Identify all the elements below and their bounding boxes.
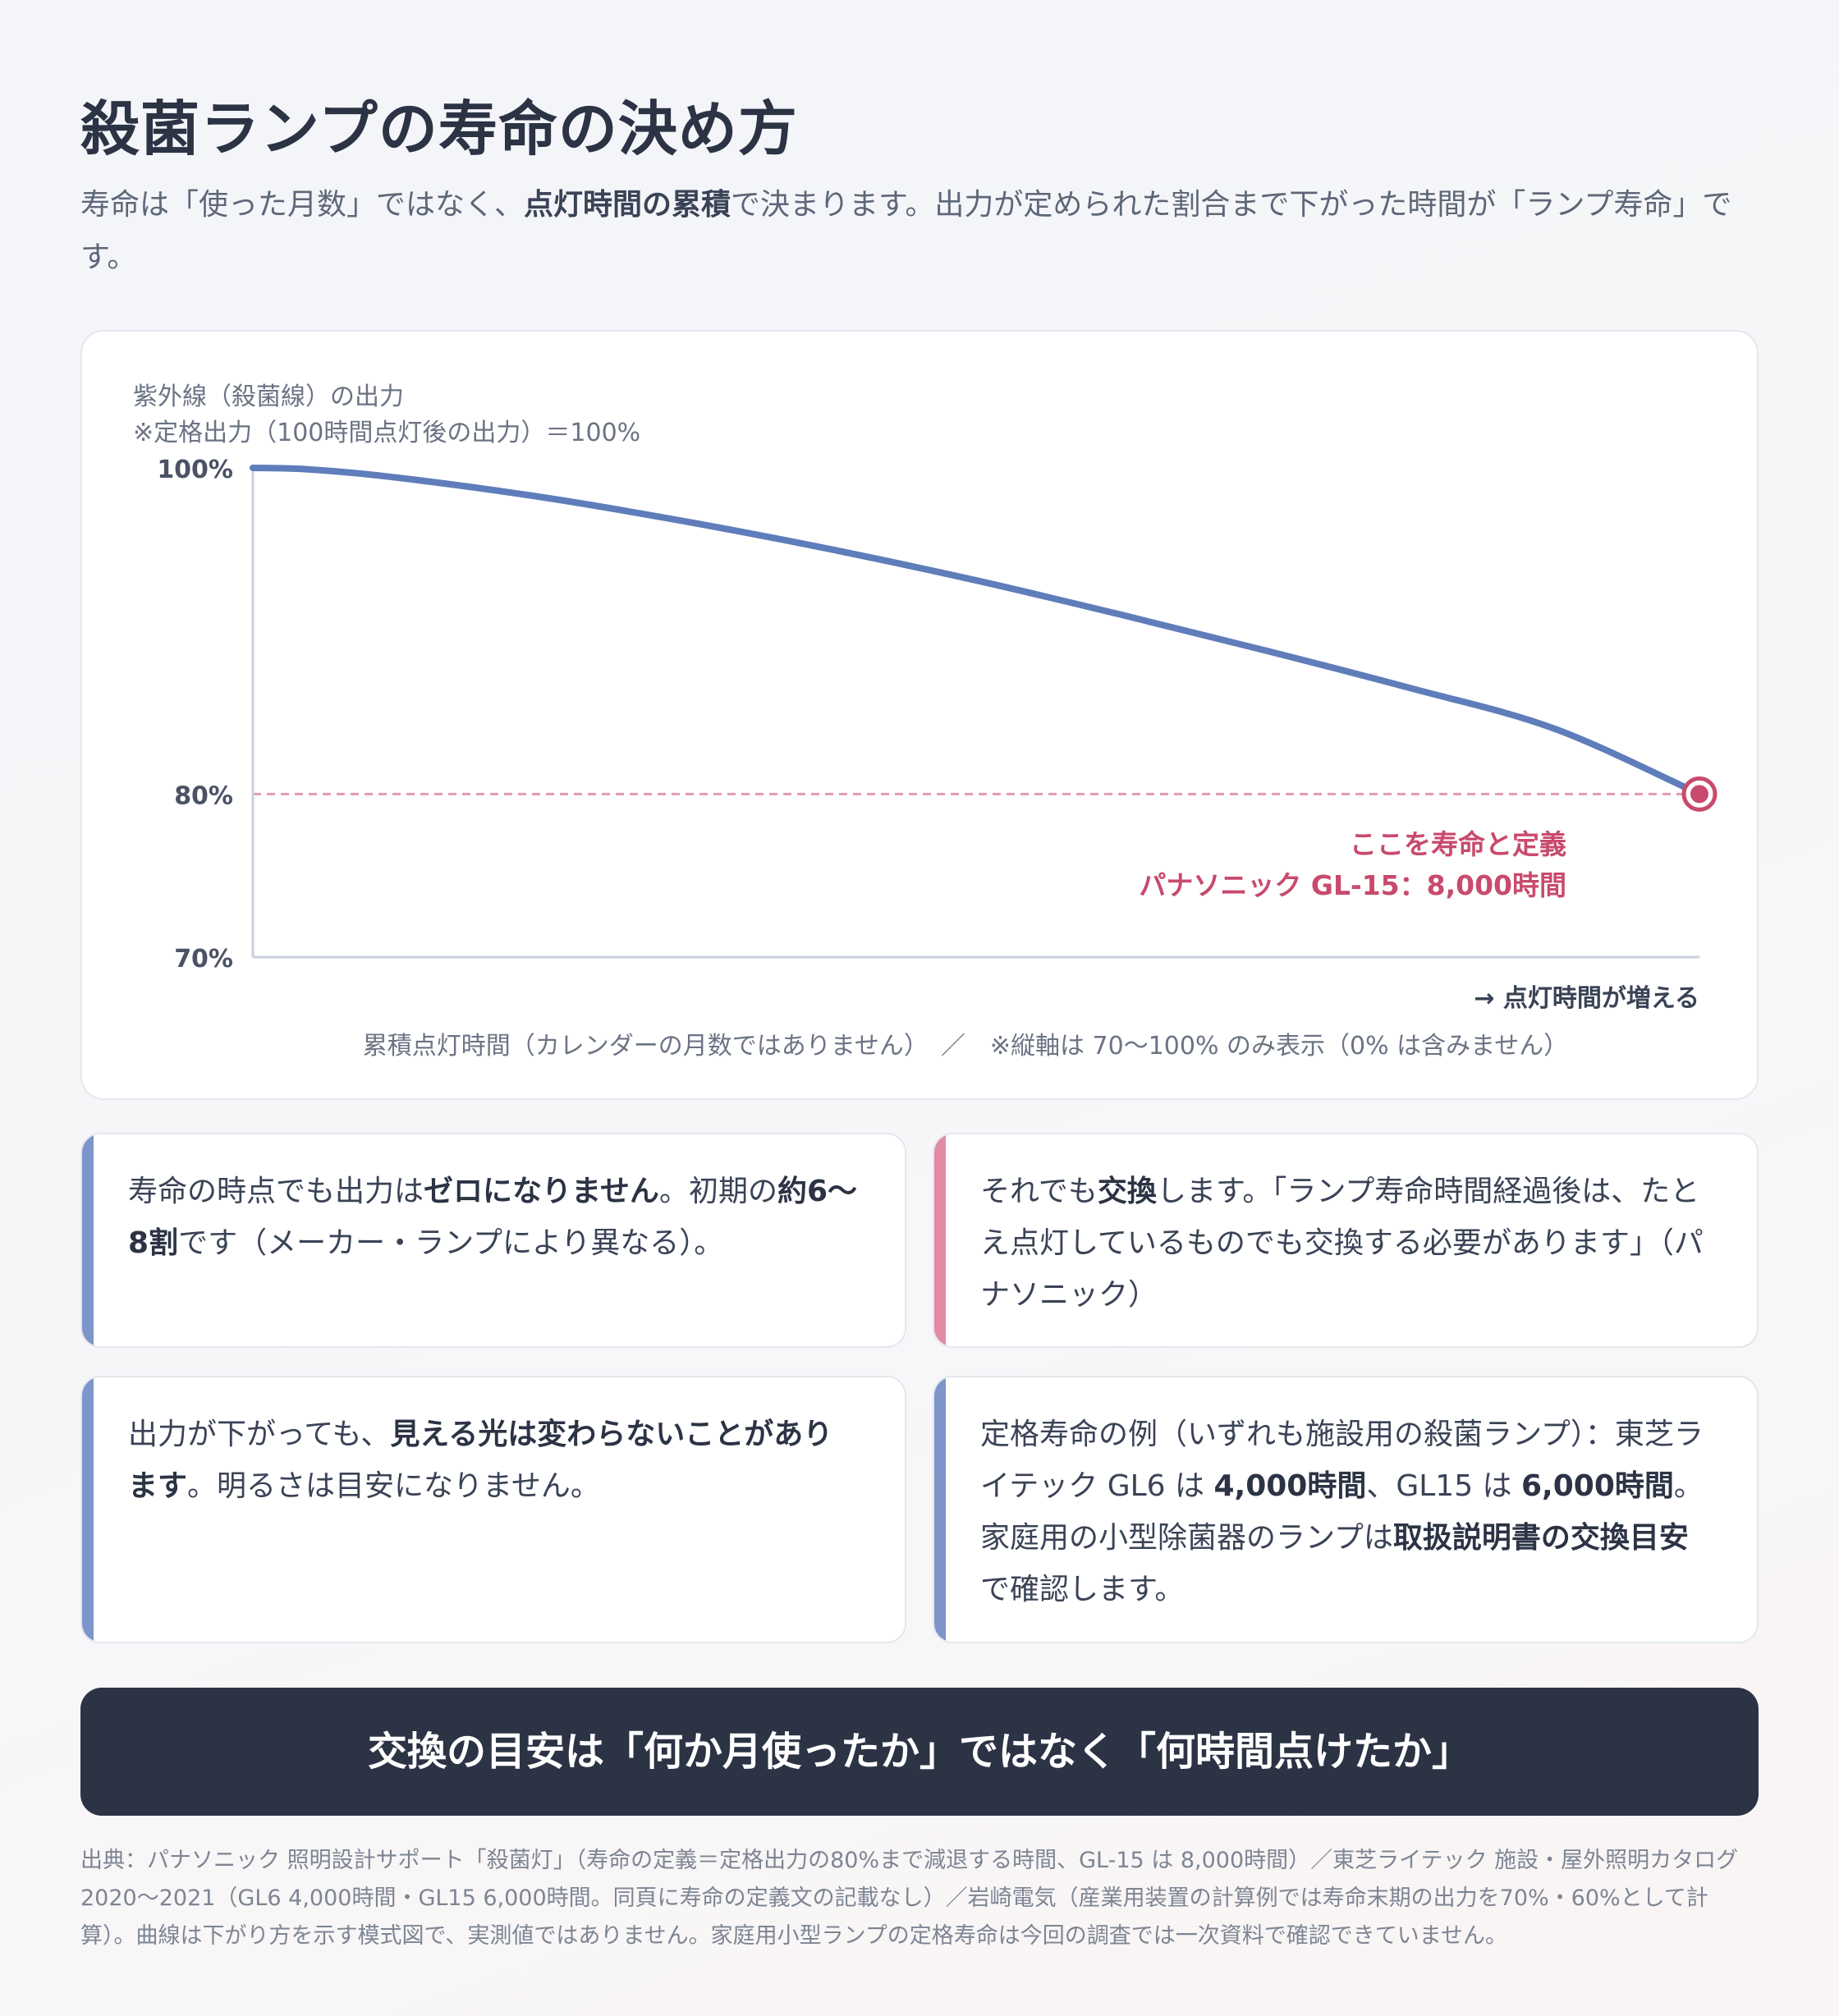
card-text-segment: します。「ランプ寿命時間経過後は、たとえ点灯しているものでも交換する必要がありま…: [980, 1175, 1704, 1312]
card-text-segment: 約6〜8割: [128, 1175, 858, 1260]
lifetime-annotation: ここを寿命と定義: [1350, 828, 1566, 860]
lead-text: 寿命は「使った月数」ではなく、点灯時間の累積で決まります。出力が定められた割合ま…: [80, 179, 1755, 284]
card-text-segment: 6,000時間: [1521, 1469, 1674, 1503]
source-note: 出典：パナソニック 照明設計サポート「殺菌灯」（寿命の定義＝定格出力の80%まで…: [80, 1848, 1739, 1949]
card-text-segment: 交換: [1097, 1175, 1157, 1208]
card-text-segment: それでも: [980, 1175, 1098, 1208]
info-card-zero-output: 寿命の時点でも出力はゼロになりません。初期の約6〜8割です（メーカー・ランプによ…: [80, 1133, 906, 1348]
lifetime-annotation: パナソニック GL-15：8,000時間: [1139, 869, 1566, 901]
y-tick-label: 100%: [157, 456, 233, 484]
info-card-replace: それでも交換します。「ランプ寿命時間経過後は、たとえ点灯しているものでも交換する…: [933, 1133, 1759, 1348]
card-text-segment: 出力が下がっても、: [128, 1418, 391, 1451]
card-text-segment: 。家庭用の小型除菌器のランプは: [980, 1469, 1704, 1555]
card-text-segment: 定格寿命の例（いずれも施設用の殺菌ランプ）：東芝ライテック GL6 は: [980, 1418, 1704, 1503]
page-title: 殺菌ランプの寿命の決め方: [80, 94, 798, 163]
y-tick-label: 70%: [174, 945, 233, 974]
lead-part-2: で決まります。出力が定められた割合まで下がった時間が「ランプ寿命」です。: [80, 188, 1732, 274]
x-axis-caption: 累積点灯時間（カレンダーの月数ではありません） ／ ※縦軸は 70〜100% の…: [363, 1032, 1568, 1061]
card-text-segment: 寿命の時点でも出力は: [128, 1175, 424, 1208]
endpoint-marker-dot: [1690, 785, 1708, 804]
info-card-rated-life: 定格寿命の例（いずれも施設用の殺菌ランプ）：東芝ライテック GL6 は 4,00…: [933, 1376, 1759, 1643]
card-text-segment: 、GL15 は: [1366, 1469, 1521, 1503]
x-arrow-label: → 点灯時間が増える: [1474, 984, 1699, 1013]
card-text-segment: 。初期の: [658, 1175, 777, 1208]
series-line: [250, 465, 1703, 798]
lead-emphasis: 点灯時間の累積: [524, 188, 731, 222]
card-text-segment: 取扱説明書の交換目安: [1392, 1521, 1689, 1555]
conclusion-banner: 交換の目安は「何か月使ったか」ではなく「何時間点けたか」: [80, 1688, 1759, 1816]
card-text-segment: 4,000時間: [1213, 1469, 1367, 1503]
chart-y-label: 紫外線（殺菌線）の出力: [133, 383, 404, 411]
chart-y-label-note: ※定格出力（100時間点灯後の出力）＝100%: [133, 419, 641, 447]
card-text-segment: で確認します。: [980, 1573, 1185, 1606]
lead-part-1: 寿命は「使った月数」ではなく、: [80, 188, 525, 222]
info-card-visible-light: 出力が下がっても、見える光は変わらないことがあります。明るさは目安になりません。: [80, 1376, 906, 1643]
card-text-segment: です（メーカー・ランプにより異なる）。: [178, 1226, 724, 1260]
y-tick-label: 80%: [174, 781, 233, 810]
card-text-segment: 見える光は変わらないことがあります: [128, 1418, 833, 1503]
card-text-segment: 。明るさは目安になりません。: [187, 1469, 600, 1503]
card-text-segment: ゼロになりません: [424, 1175, 659, 1208]
chart-card: 紫外線（殺菌線）の出力 ※定格出力（100時間点灯後の出力）＝100% 100%…: [80, 330, 1759, 1100]
